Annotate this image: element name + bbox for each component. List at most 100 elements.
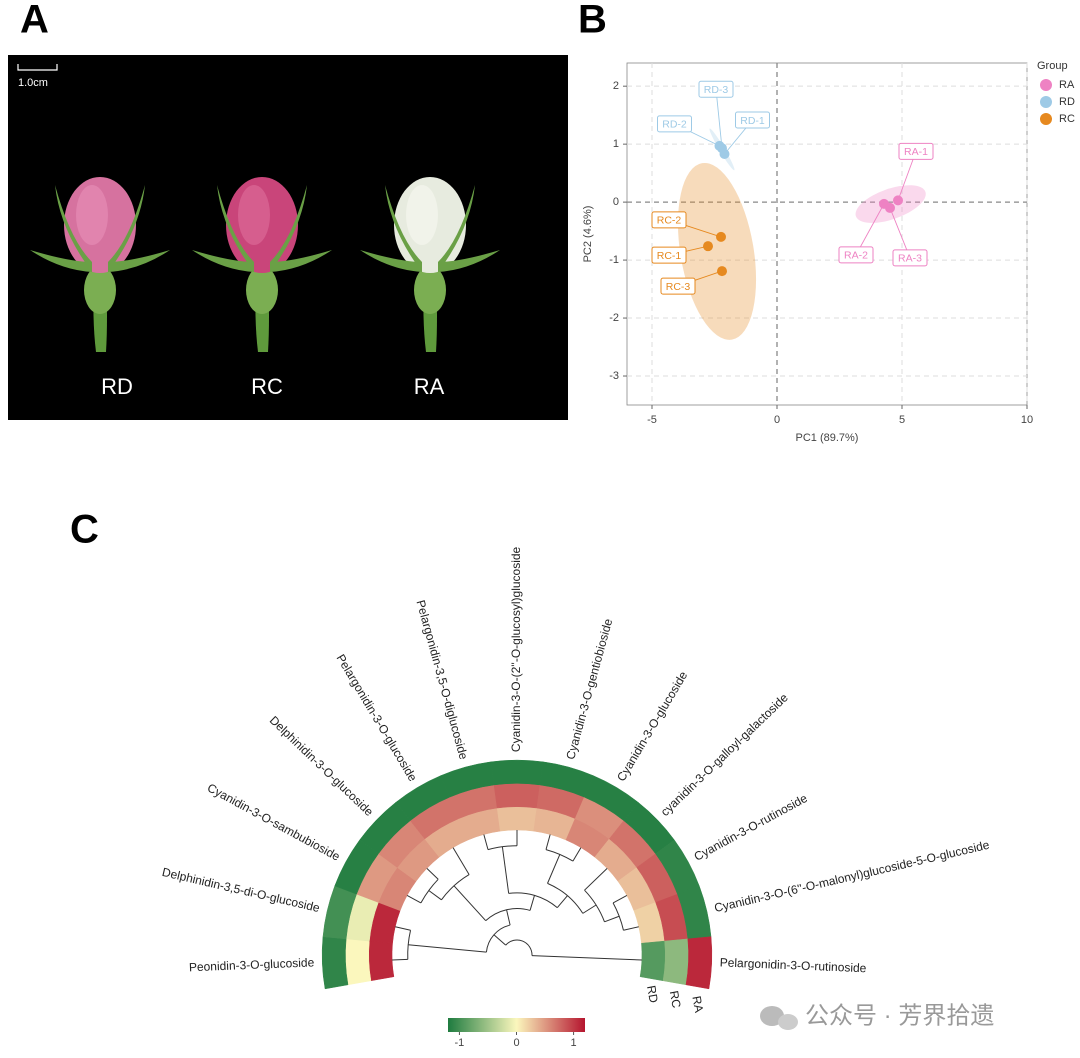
y-tick-label: -3 [609, 370, 619, 382]
data-point [717, 143, 727, 154]
colorbar [448, 1018, 585, 1032]
dendrogram-branch [545, 834, 551, 850]
compound-label: Peonidin-3-O-glucoside [189, 955, 315, 974]
compound-label: Delphinidin-3-O-glucoside [267, 713, 377, 819]
point-label: RA-3 [898, 253, 922, 265]
petal-highlight [76, 185, 108, 245]
dendrogram-branch [483, 834, 489, 850]
point-label-box [651, 246, 687, 264]
dendrogram [392, 830, 642, 961]
petal-highlight [406, 185, 438, 245]
photo-label: RA [414, 374, 445, 399]
heatmap-cell [662, 938, 689, 986]
legend-title: Group [1037, 60, 1068, 72]
receptacle [246, 266, 278, 314]
heatmap-cell [321, 936, 349, 990]
dendrogram-arc [487, 845, 518, 851]
dendrogram-branch [582, 904, 597, 914]
heatmap-cell [496, 806, 538, 832]
rosebud [192, 177, 332, 352]
heatmap-cell [368, 940, 395, 982]
sepal [360, 250, 422, 272]
legend-label: RC [1059, 113, 1075, 125]
dendrogram-branch [392, 958, 408, 961]
compound-label: cyanidin-3-O-galloyl-galactoside [658, 690, 791, 819]
x-tick-label: 0 [774, 414, 780, 426]
y-tick-label: 1 [613, 138, 619, 150]
confidence-ellipse [677, 162, 757, 340]
compound-label: Cyanidin-3-O-(6''-O-malonyl)glucoside-5-… [713, 838, 991, 916]
sepal [270, 250, 332, 272]
dendrogram-branch [428, 890, 442, 901]
panel-label: B [578, 0, 607, 42]
heatmap-cell [685, 936, 713, 990]
legend-swatch [1040, 113, 1052, 125]
compound-label: Pelargonidin-3,5-O-diglucoside [414, 598, 471, 761]
compound-label: Cyanidin-3-O-(2''-O-glucosyl)glucoside [509, 546, 523, 752]
dendrogram-branch [572, 847, 582, 862]
point-label: RD-2 [662, 119, 687, 131]
dendrogram-branch [547, 854, 561, 884]
dendrogram-branch [506, 909, 511, 926]
heatmap-cell [490, 759, 544, 786]
dendrogram-branch [426, 868, 439, 880]
scale-bar [17, 64, 58, 71]
compound-label: Cyanidin-3-O-rutinoside [692, 791, 810, 864]
x-tick-label: -5 [647, 414, 657, 426]
legend-swatch [1040, 79, 1052, 91]
legend-label: RD [1059, 96, 1075, 108]
y-tick-label: 0 [613, 196, 619, 208]
x-axis-label: PC1 (89.7%) [796, 432, 859, 444]
data-point [885, 202, 895, 213]
point-label-box [892, 249, 928, 267]
label-leader [715, 89, 723, 149]
dendrogram-branch [531, 955, 642, 961]
compound-label: Pelargonidin-3-O-rutinoside [719, 955, 867, 975]
dendrogram-branch [453, 885, 487, 922]
data-point [703, 241, 713, 252]
panel-label: A [20, 0, 49, 42]
heatmap-cell [345, 938, 372, 986]
dendrogram-branch [584, 868, 608, 891]
dendrogram-branch [612, 894, 628, 904]
receptacle [84, 266, 116, 314]
point-label-box [698, 80, 734, 98]
point-label-box [660, 277, 696, 295]
compound-label: Cyanidin-3-O-sambubioside [205, 781, 343, 864]
dendrogram-branch [452, 847, 470, 875]
sepal [108, 250, 170, 272]
point-label: RC-2 [657, 215, 682, 227]
receptacle [414, 266, 446, 314]
x-tick-label: 5 [899, 414, 905, 426]
colorbar-tick-label: -1 [455, 1037, 465, 1049]
legend-swatch [1040, 96, 1052, 108]
data-point [717, 266, 727, 277]
rosebud [360, 177, 500, 352]
compound-label: Cyanidin-3-O-glucoside [614, 669, 690, 784]
point-label: RC-3 [666, 281, 691, 293]
point-label-box [898, 142, 934, 160]
heatmap-cell [493, 783, 541, 809]
compound-label: Delphinidin-3,5-di-O-glucoside [161, 865, 322, 915]
legend-label: RA [1059, 79, 1075, 91]
point-label: RA-2 [844, 250, 868, 262]
photo-label: RD [101, 374, 133, 399]
dendrogram-arc [508, 892, 558, 909]
dendrogram-branch [406, 894, 422, 904]
sepal [30, 250, 92, 272]
point-label: RD-1 [740, 115, 765, 127]
colorbar-tick-label: 0 [513, 1037, 519, 1049]
scale-label: 1.0cm [18, 77, 48, 89]
column-label: RC [667, 990, 684, 1010]
panel-label: C [70, 508, 99, 552]
dendrogram-branch [395, 926, 411, 931]
compound-label: Cyanidin-3-O-gentiobioside [563, 617, 615, 761]
sepal [192, 250, 254, 272]
point-label-box [838, 246, 874, 264]
dendrogram-branch [604, 915, 620, 923]
dendrogram-branch [501, 846, 510, 894]
rosebud [30, 177, 170, 352]
photo-label: RC [251, 374, 283, 399]
dendrogram-arc [407, 930, 412, 960]
